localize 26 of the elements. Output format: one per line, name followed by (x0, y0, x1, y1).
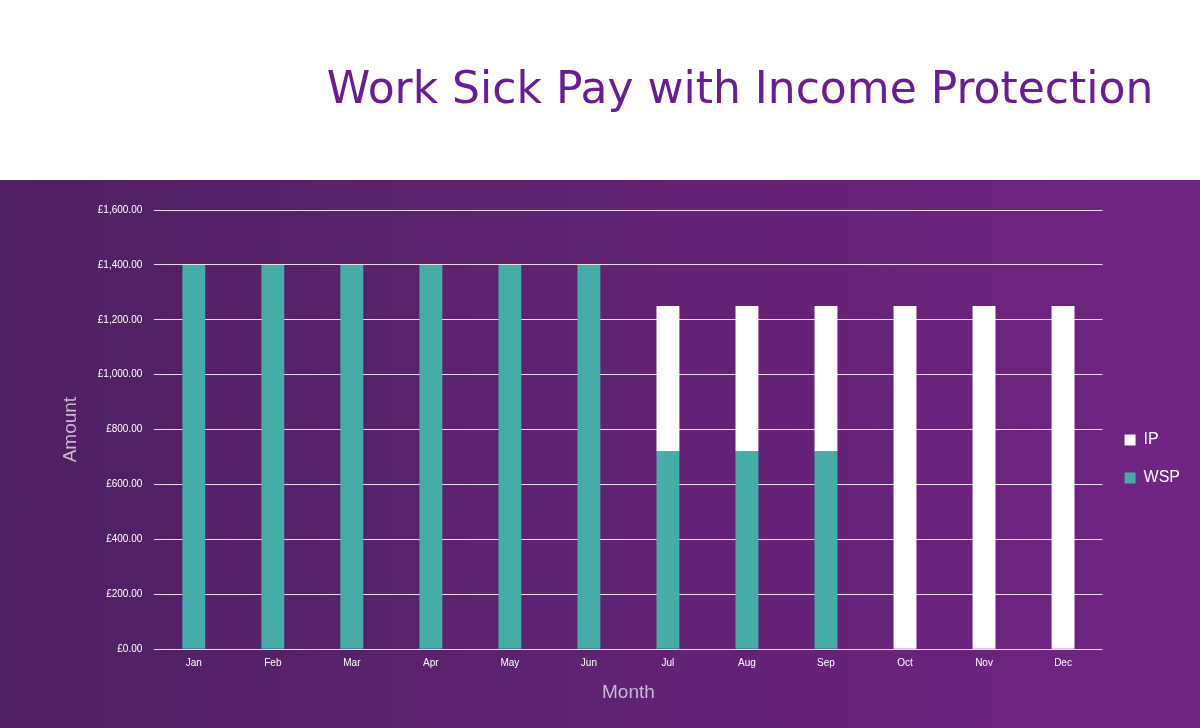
y-tick-label: £200.00 (106, 588, 143, 600)
x-tick-label: Feb (264, 656, 282, 668)
x-tick-label: Jul (661, 656, 675, 668)
legend-label: WSP (1143, 468, 1181, 486)
y-tick-label: £0.00 (117, 642, 143, 654)
y-tick-label: £400.00 (106, 533, 143, 545)
y-tick-label: £1,600.00 (97, 203, 143, 215)
x-axis-title: Month (602, 680, 655, 702)
y-tick-label: £600.00 (106, 478, 143, 490)
y-tick-label: £1,200.00 (97, 313, 143, 325)
x-tick-label: Jan (185, 656, 202, 668)
x-tick-label: Dec (1054, 656, 1072, 668)
x-tick-label: May (500, 656, 520, 668)
x-tick-label: Oct (897, 656, 913, 668)
x-tick-label: Apr (423, 656, 440, 668)
x-tick-label: Aug (738, 656, 756, 668)
y-axis-title: Amount (58, 396, 80, 463)
legend-label: IP (1143, 430, 1159, 448)
y-tick-label: £1,000.00 (97, 368, 143, 380)
y-tick-label: £1,400.00 (97, 258, 143, 270)
x-tick-label: Nov (975, 656, 993, 668)
y-tick-label: £800.00 (106, 423, 143, 435)
x-tick-label: Jun (580, 656, 597, 668)
x-tick-label: Sep (817, 656, 836, 668)
x-tick-label: Mar (343, 656, 362, 668)
chart-title: Work Sick Pay with Income Protection (325, 62, 1155, 113)
